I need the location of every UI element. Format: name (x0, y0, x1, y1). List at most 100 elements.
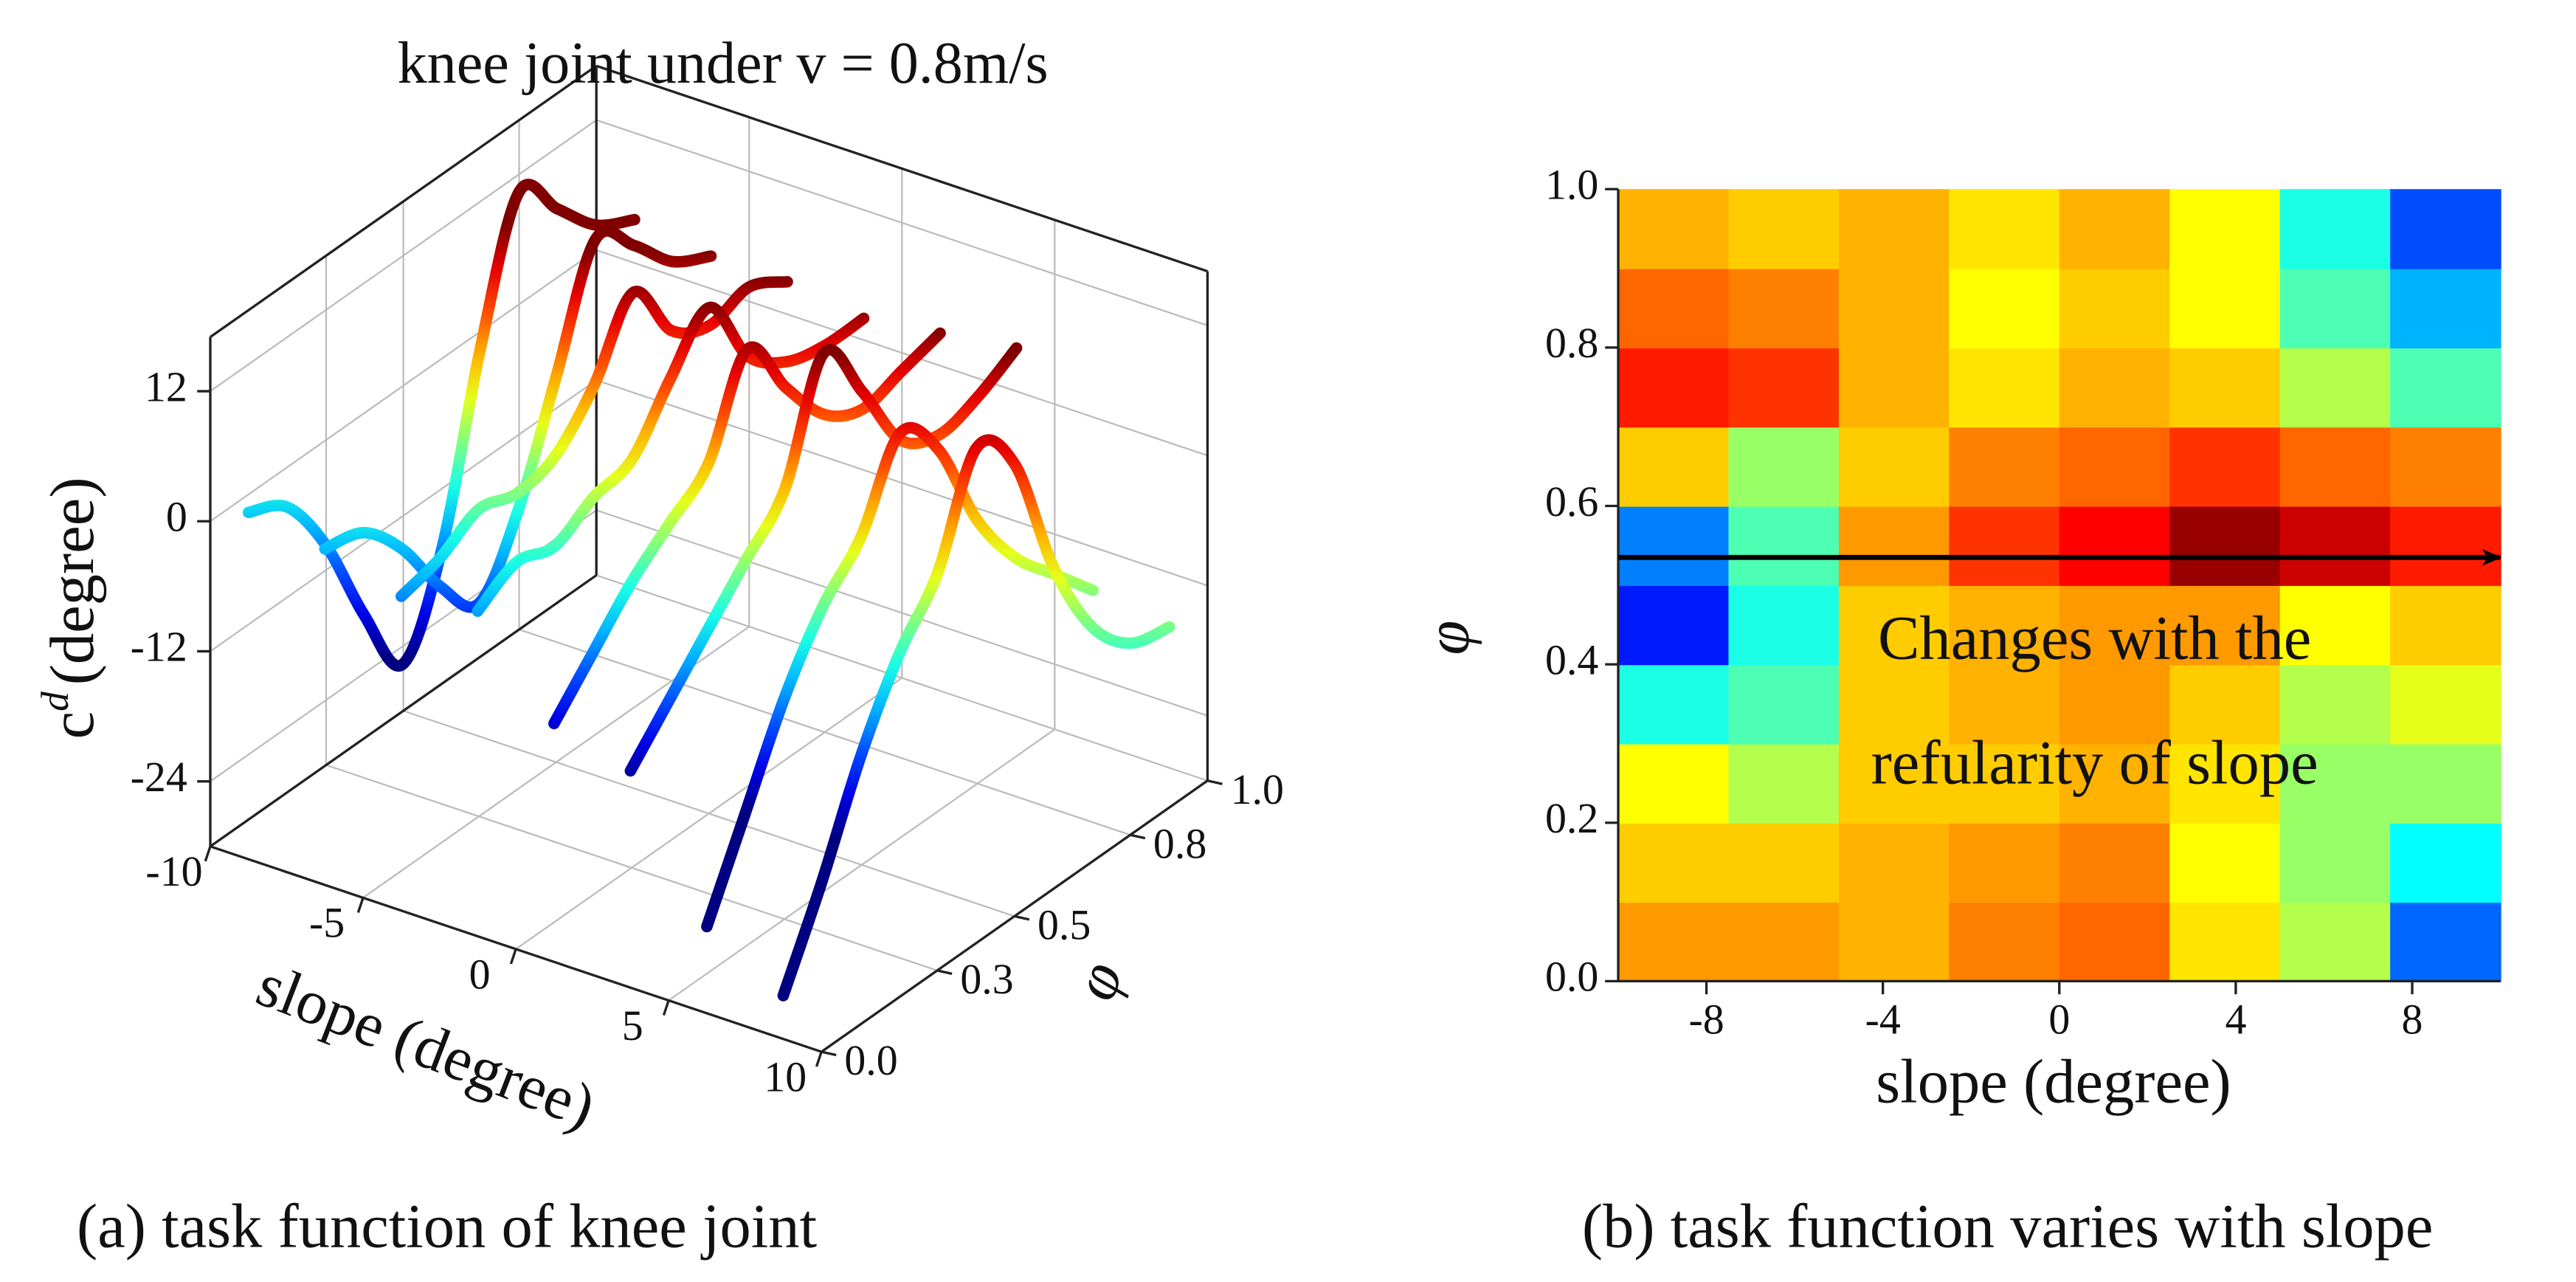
tick-mark (509, 948, 517, 965)
grid-line (595, 574, 1208, 782)
heat-cell (2390, 427, 2501, 507)
heat-cell (1949, 268, 2060, 348)
x-tick-label: -8 (1688, 996, 1724, 1044)
heat-cell (2279, 822, 2392, 903)
heat-cell (2279, 347, 2392, 428)
heat-cell (1618, 902, 1730, 982)
heat-cell (1949, 743, 2060, 824)
tick-mark (204, 846, 212, 862)
tick-mark (1014, 914, 1030, 921)
heat-cell (2169, 664, 2281, 745)
y-axis-label: φ (1060, 953, 1136, 1009)
grid-line (595, 249, 1208, 457)
tick-mark (356, 897, 365, 913)
heat-cell (1838, 427, 1950, 507)
z-tick-label: -24 (131, 753, 187, 801)
heat-cell (1838, 743, 1950, 824)
heat-cell (2390, 189, 2501, 269)
tick-mark (662, 999, 670, 1016)
heat-cell (1728, 585, 1840, 666)
heat-cell (1618, 189, 1730, 269)
heat-cell (1949, 347, 2060, 428)
heat-cell (2279, 664, 2392, 745)
grid-line (595, 379, 1208, 587)
curve (777, 434, 1175, 1002)
grid-line (519, 628, 1131, 836)
tick-mark (1130, 833, 1146, 840)
heat-cell (2169, 822, 2281, 903)
x-tick-label: -4 (1865, 996, 1901, 1044)
box-edge (595, 64, 1208, 273)
caption: (a) task function of knee joint (77, 1192, 817, 1261)
heat-cell (2169, 902, 2281, 982)
box-edge (210, 574, 598, 848)
y-tick-label: 0.8 (1153, 819, 1206, 867)
heat-cell (2390, 743, 2501, 824)
heat-cell (1618, 743, 1730, 824)
heat-cell (1949, 427, 2060, 507)
heat-cell (2169, 347, 2281, 428)
heat-cell (1728, 427, 1840, 507)
heat-cell (2169, 268, 2281, 348)
heat-cell (2059, 427, 2171, 507)
heat-cell (1618, 664, 1730, 745)
heat-cell (2279, 585, 2392, 666)
heat-cell (1949, 664, 2060, 745)
x-tick-label: 10 (764, 1052, 807, 1100)
heat-cell (2059, 664, 2171, 745)
heat-cell (1728, 902, 1840, 982)
heat-cell (1728, 189, 1840, 269)
heat-cell (2390, 664, 2501, 745)
heat-cell (1949, 585, 2060, 666)
grid-line (595, 119, 1208, 327)
annotation: refularity of slope (1871, 729, 2318, 798)
heat-cell (1949, 902, 2060, 982)
tick-mark (821, 1050, 837, 1057)
heat-cell (1728, 743, 1840, 824)
caption: (b) task function varies with slope (1582, 1192, 2434, 1261)
x-axis-label: slope (degree) (1876, 1048, 2231, 1117)
box-edge (210, 64, 598, 338)
heat-cell (2279, 902, 2392, 982)
z-tick-label: 0 (166, 493, 187, 541)
y-tick-label: 0.6 (1545, 478, 1598, 525)
heat-cell (2169, 585, 2281, 666)
x-axis-label: slope (degree) (248, 951, 604, 1142)
y-tick-label: 0.0 (844, 1036, 897, 1084)
curve (396, 276, 793, 602)
heat-cell (2169, 743, 2281, 824)
curve (624, 342, 1023, 777)
y-tick-label: 0.2 (1545, 794, 1598, 842)
heat-cell (2169, 506, 2281, 586)
chart-title: knee joint under v = 0.8m/s (398, 31, 1049, 96)
z-axis-label-base: c (38, 711, 107, 740)
x-tick-label: 4 (2225, 996, 2246, 1044)
heat-cell (2059, 268, 2171, 348)
heat-cell (1728, 268, 1840, 348)
heat-cell (2390, 347, 2501, 428)
y-tick-label: 1.0 (1545, 161, 1598, 209)
x-tick-label: -5 (309, 899, 345, 947)
heat-cell (1949, 189, 2060, 269)
grid-line (210, 249, 597, 523)
heat-cell (1838, 585, 1950, 666)
heat-cell (1618, 347, 1730, 428)
heat-cell (2059, 506, 2171, 586)
annotation: Changes with the (1878, 604, 2311, 672)
y-axis-label: φ (1414, 621, 1482, 655)
heat-cell (2279, 189, 2392, 269)
heat-cell (1728, 506, 1840, 586)
curve (701, 421, 1099, 933)
heat-cell (2279, 427, 2392, 507)
y-tick-label: 0.0 (1545, 953, 1598, 1001)
tick-mark (815, 1051, 823, 1067)
heat-cell (1618, 506, 1730, 586)
heat-cell (1838, 664, 1950, 745)
heat-cell (2059, 585, 2171, 666)
y-tick-label: 0.8 (1545, 319, 1598, 367)
heat-cell (2169, 189, 2281, 269)
curve (472, 301, 870, 617)
z-tick-label: -12 (131, 623, 187, 671)
heat-cell (2059, 347, 2171, 428)
